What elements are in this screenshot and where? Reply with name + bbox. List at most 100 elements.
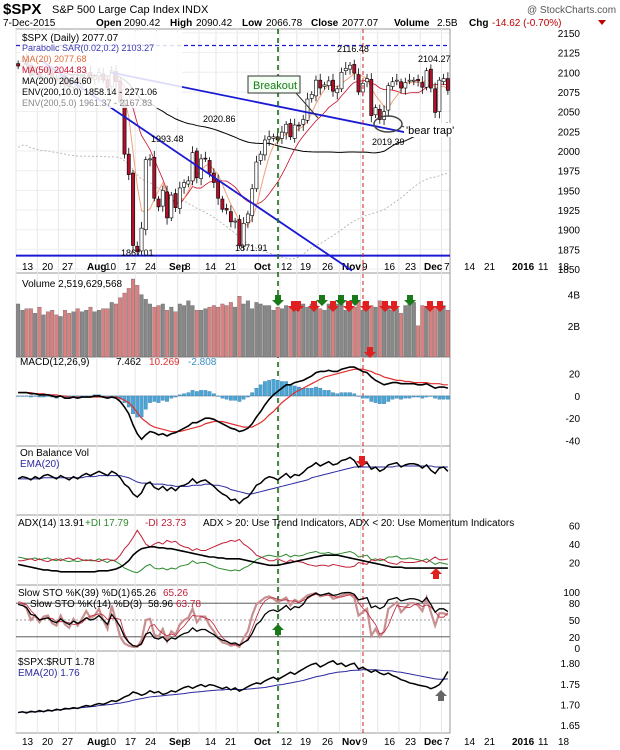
candle-body: [245, 213, 250, 223]
ratio-tick-label: 1.65: [561, 721, 581, 732]
macd-hist-bar: [433, 395, 437, 399]
x-tick-label: 14: [464, 737, 476, 748]
macd-hist-bar: [369, 395, 374, 402]
x-tick-label: Nov: [342, 737, 361, 748]
volume-title: Volume 2,519,629,568: [22, 279, 123, 290]
macd-hist-bar: [233, 395, 237, 401]
candle-body: [186, 180, 191, 185]
macd-hist-bar: [190, 390, 195, 397]
close-value: 2077.07: [342, 18, 379, 29]
volume-red-arrow: [327, 301, 339, 312]
price-tick-label: 1875: [558, 245, 581, 256]
volume-bar: [441, 305, 446, 358]
candle-body: [220, 198, 225, 210]
volume-bar: [228, 302, 233, 358]
candle-body: [241, 223, 246, 247]
macd-hist-bar: [224, 395, 229, 400]
sto-tick-label: 50: [569, 616, 581, 627]
ratio-tick-label: 1.75: [561, 680, 581, 691]
candle-body: [182, 182, 186, 188]
macd-hist-bar: [275, 380, 280, 397]
candle-body: [297, 124, 301, 127]
x-tick-label: 14: [464, 262, 476, 273]
volume-bar: [271, 310, 276, 358]
volume-bar: [343, 310, 348, 358]
bear-trap-bg: [404, 123, 464, 137]
macd-hist-bar: [305, 387, 310, 397]
macd-hist-bar: [152, 395, 157, 402]
label-1993: 1993.48: [151, 134, 184, 144]
volume-bar: [233, 306, 238, 358]
macd-hist-bar: [220, 395, 225, 399]
x-tick-label: 27: [62, 737, 74, 748]
macd-hist-bar: [365, 395, 369, 399]
volume-bar: [314, 305, 318, 358]
x-tick-label: 21: [484, 262, 496, 273]
volume-bar: [50, 310, 55, 358]
volume-green-arrow: [272, 295, 284, 306]
candle-body: [216, 180, 221, 199]
sto14-d-line: [18, 593, 449, 647]
volume-bar: [37, 306, 42, 358]
legend-sar: Parabolic SAR(0.02,0.2) 2103.27: [22, 43, 154, 53]
volume-tick-label: 2B: [568, 322, 581, 333]
macd-hist-bar: [424, 395, 429, 398]
volume-bar: [101, 308, 106, 358]
label-2020: 2020.86: [203, 114, 236, 124]
candle-body: [390, 81, 395, 87]
volume-bar: [275, 306, 280, 358]
candle-body: [122, 103, 127, 155]
x-tick-label: Dec: [424, 262, 443, 273]
volume-bar: [190, 305, 195, 358]
index-name: S&P 500 Large Cap Index: [52, 4, 180, 16]
volume-bar: [156, 305, 161, 358]
volume-bar: [97, 310, 101, 358]
sto-tick-label: 100: [563, 588, 580, 599]
candle-body: [322, 84, 327, 87]
volume-bar: [41, 314, 46, 358]
volume-bar: [399, 313, 404, 358]
volume-bar: [92, 311, 97, 358]
volume-bar: [143, 299, 148, 358]
volume-bar: [80, 311, 84, 358]
candle-body: [207, 160, 212, 174]
x-tick-label: 27: [62, 262, 74, 273]
low-value: 2066.78: [266, 18, 303, 29]
adx-plus: +DI 17.79: [85, 518, 129, 529]
candle-body: [420, 82, 425, 88]
volume-bar: [339, 303, 344, 358]
volume-bar: [152, 306, 157, 358]
volume-bar: [267, 305, 272, 358]
volume-bar: [241, 303, 246, 358]
volume-bar: [301, 303, 306, 358]
macd-hist-bar: [148, 395, 152, 403]
price-tick-label: 2150: [558, 29, 581, 40]
x-tick-label: 18: [558, 737, 570, 748]
candle-body: [301, 119, 306, 125]
obv-ema-title: EMA(20): [20, 459, 59, 470]
candle-body: [148, 158, 152, 161]
volume-bar: [88, 306, 93, 358]
volume-bar: [122, 292, 127, 358]
price-tick-label: 2025: [558, 127, 581, 138]
macd-tick-label: -40: [566, 436, 581, 447]
macd-hist-bar: [360, 395, 365, 399]
macd-hist-bar: [441, 395, 446, 400]
adx-tick-label: 20: [569, 559, 581, 570]
adx-tick-label: 60: [569, 522, 581, 533]
candle-body: [335, 88, 340, 94]
candle-body: [284, 123, 289, 134]
macd-hist-bar: [326, 390, 331, 397]
label-1871: 1871.91: [235, 243, 268, 253]
x-tick-label: 11: [538, 262, 549, 273]
macd-hist-bar: [318, 387, 323, 397]
volume-bar: [186, 300, 191, 358]
obv-red-arrow: [356, 456, 368, 467]
volume-bar: [377, 300, 382, 358]
volume-bar: [16, 303, 21, 358]
x-tick-label: Nov: [342, 262, 361, 273]
macd-hist-bar: [386, 395, 391, 402]
x-tick-label: 26: [322, 262, 334, 273]
macd-hist-bar: [343, 392, 348, 397]
x-tick-label: 12: [281, 737, 293, 748]
